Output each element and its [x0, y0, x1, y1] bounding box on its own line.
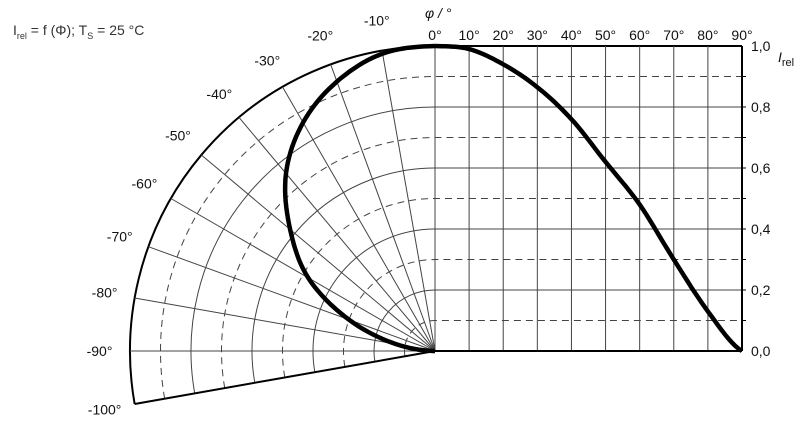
- radial-grid-line: [238, 117, 436, 352]
- dashed-grid-line: [404, 320, 742, 357]
- radial-grid-line: [330, 64, 436, 352]
- x-axis-label: φ / °: [425, 5, 452, 21]
- polar-tick-label: -80°: [92, 285, 118, 301]
- radial-grid-line: [201, 154, 436, 352]
- x-tick-label: 40°: [561, 27, 582, 43]
- y-tick-label: 0,0: [751, 343, 771, 359]
- x-tick-label: 20°: [493, 27, 514, 43]
- y-tick-label: 0,8: [751, 99, 771, 115]
- radial-grid-line: [381, 50, 436, 352]
- polar-tick-label: -10°: [364, 13, 390, 29]
- x-tick-label: 60°: [629, 27, 650, 43]
- grid-line: [129, 45, 742, 405]
- dashed-grid-line: [160, 76, 742, 399]
- y-tick-label: 1,0: [751, 38, 771, 54]
- x-tick-label: 80°: [697, 27, 718, 43]
- grid-line: [312, 228, 742, 373]
- x-tick-label: 90°: [731, 27, 752, 43]
- radial-grid-line: [148, 246, 436, 352]
- polar-tick-label: -60°: [132, 175, 158, 191]
- y-tick-label: 0,4: [751, 221, 771, 237]
- x-tick-label: 30°: [527, 27, 548, 43]
- polar-tick-label: -40°: [206, 86, 232, 102]
- x-tick-label: 0°: [428, 27, 441, 43]
- grid-line: [373, 289, 742, 362]
- radial-grid-line: [170, 198, 436, 352]
- chart-title: Irel = f (Φ); TS = 25 °C: [13, 22, 145, 41]
- polar-tick-label: -90°: [87, 343, 113, 359]
- radial-grid-line: [282, 86, 436, 352]
- y-axis-label: Irel: [778, 49, 794, 69]
- radial-grid-line: [134, 350, 436, 405]
- x-tick-label: 70°: [663, 27, 684, 43]
- polar-tick-label: -70°: [107, 228, 133, 244]
- polar-tick-label: -20°: [307, 28, 333, 44]
- y-tick-label: 0,2: [751, 282, 771, 298]
- y-tick-label: 0,6: [751, 160, 771, 176]
- x-tick-label: 10°: [459, 27, 480, 43]
- grid-line: [251, 167, 742, 383]
- cartesian-curve: [434, 43, 744, 353]
- dashed-grid-line: [343, 259, 742, 367]
- grid-line: [190, 106, 742, 394]
- x-tick-label: 50°: [595, 27, 616, 43]
- polar-tick-label: -50°: [165, 127, 191, 143]
- polar-tick-label: -30°: [254, 52, 280, 68]
- dashed-grid-line: [282, 198, 742, 378]
- polar-tick-label: -100°: [88, 401, 122, 417]
- polar-curve: [282, 43, 436, 354]
- dashed-grid-line: [221, 137, 742, 389]
